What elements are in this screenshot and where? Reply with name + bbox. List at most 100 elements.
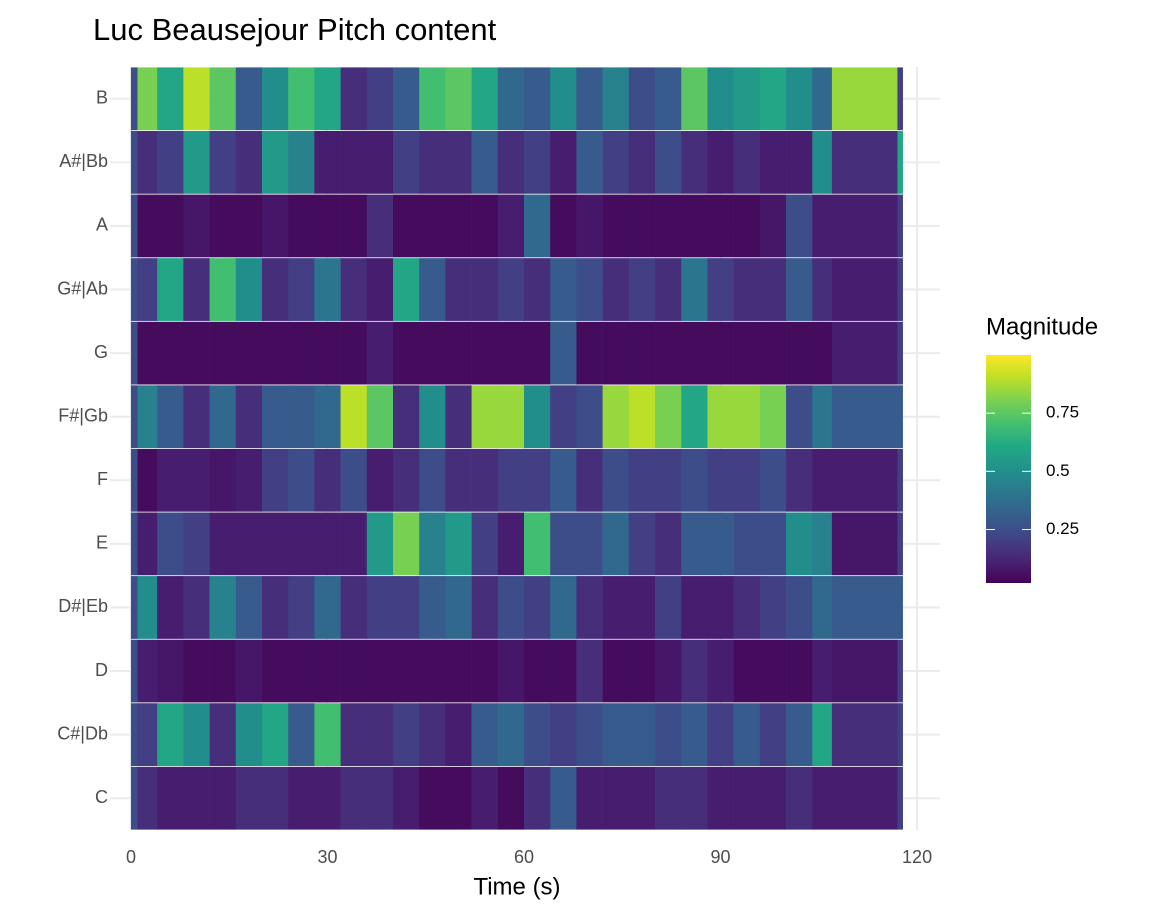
heatmap-cell: [655, 703, 682, 767]
heatmap-cell: [497, 703, 525, 767]
heatmap-cell: [681, 194, 708, 258]
heatmap-cell: [733, 130, 761, 194]
heatmap-cell: [897, 766, 903, 830]
heatmap-cell: [419, 639, 446, 703]
heatmap-cell: [157, 194, 184, 258]
heatmap-cell: [419, 766, 446, 830]
y-tick-label: C: [95, 787, 108, 807]
heatmap-cell: [130, 67, 138, 131]
heatmap-cell: [681, 385, 708, 449]
heatmap-cell: [314, 448, 341, 512]
heatmap-cell: [471, 766, 499, 830]
heatmap-cell: [445, 639, 472, 703]
heatmap-cell: [602, 766, 630, 830]
heatmap-cell: [759, 512, 787, 576]
x-tick-label: 90: [711, 847, 731, 867]
heatmap-cell: [655, 385, 682, 449]
heatmap-cell: [576, 385, 603, 449]
heatmap-cell: [288, 385, 315, 449]
heatmap-cell: [445, 385, 472, 449]
heatmap-cell: [183, 130, 210, 194]
y-tick-label: A#|Bb: [59, 151, 108, 171]
y-tick-label: C#|Db: [57, 723, 108, 743]
heatmap-cell: [137, 385, 158, 449]
heatmap-cell: [786, 512, 813, 576]
heatmap-cell: [392, 448, 420, 512]
heatmap-cell: [733, 766, 761, 830]
heatmap-cell: [288, 130, 315, 194]
heatmap-cell: [137, 194, 158, 258]
heatmap-cell: [759, 321, 787, 385]
heatmap-cell: [497, 766, 525, 830]
heatmap-cell: [497, 321, 525, 385]
heatmap-cell: [550, 258, 577, 321]
colorbar-ticks: 0.25 0.5 0.75: [986, 403, 1079, 538]
heatmap-cell: [288, 703, 315, 767]
heatmap-cell: [130, 766, 138, 830]
heatmap-cell: [209, 703, 237, 767]
y-tick-label: D: [95, 660, 108, 680]
heatmap-cell: [831, 448, 898, 512]
heatmap: [130, 67, 903, 830]
heatmap-cell: [157, 639, 184, 703]
heatmap-cell: [288, 258, 315, 321]
heatmap-cell: [235, 448, 263, 512]
heatmap-cell: [550, 194, 577, 258]
heatmap-cell: [733, 448, 761, 512]
heatmap-cell: [576, 130, 603, 194]
heatmap-cell: [157, 512, 184, 576]
heatmap-cell: [707, 385, 734, 449]
heatmap-cell: [550, 448, 577, 512]
heatmap-cell: [471, 194, 499, 258]
y-tick-label: G#|Ab: [57, 278, 108, 298]
heatmap-cell: [707, 576, 734, 639]
heatmap-cell: [366, 130, 394, 194]
heatmap-cell: [897, 194, 903, 258]
heatmap-cell: [897, 703, 903, 767]
heatmap-cell: [831, 512, 898, 576]
heatmap-cell: [157, 766, 184, 830]
heatmap-cell: [786, 130, 813, 194]
heatmap-cell: [786, 576, 813, 639]
heatmap-cell: [681, 766, 708, 830]
heatmap-cell: [130, 448, 138, 512]
heatmap-cell: [130, 258, 138, 321]
heatmap-cell: [681, 639, 708, 703]
heatmap-cell: [209, 258, 237, 321]
heatmap-cell: [786, 448, 813, 512]
heatmap-cell: [235, 703, 263, 767]
heatmap-cell: [209, 130, 237, 194]
heatmap-cell: [130, 194, 138, 258]
heatmap-cell: [897, 67, 903, 131]
heatmap-cell: [897, 512, 903, 576]
heatmap-cell: [130, 385, 138, 449]
heatmap-cell: [550, 766, 577, 830]
heatmap-cell: [183, 639, 210, 703]
heatmap-cell: [137, 576, 158, 639]
heatmap-cell: [681, 703, 708, 767]
heatmap-cell: [497, 448, 525, 512]
heatmap-cell: [655, 67, 682, 131]
heatmap-cell: [786, 639, 813, 703]
heatmap-cell: [419, 321, 446, 385]
heatmap-cell: [157, 321, 184, 385]
heatmap-cell: [628, 512, 656, 576]
heatmap-cell: [261, 67, 289, 131]
heatmap-cell: [831, 639, 898, 703]
heatmap-cell: [314, 703, 341, 767]
heatmap-cell: [183, 576, 210, 639]
x-tick-label: 60: [514, 847, 534, 867]
heatmap-cell: [157, 385, 184, 449]
heatmap-cell: [261, 130, 289, 194]
heatmap-cell: [831, 703, 898, 767]
heatmap-cell: [137, 130, 158, 194]
heatmap-cell: [812, 639, 833, 703]
heatmap-cell: [602, 448, 630, 512]
heatmap-cell: [340, 130, 368, 194]
heatmap-cell: [655, 766, 682, 830]
heatmap-cell: [209, 194, 237, 258]
heatmap-cell: [471, 703, 499, 767]
heatmap-cell: [209, 67, 237, 131]
heatmap-cell: [628, 385, 656, 449]
heatmap-cell: [340, 321, 368, 385]
